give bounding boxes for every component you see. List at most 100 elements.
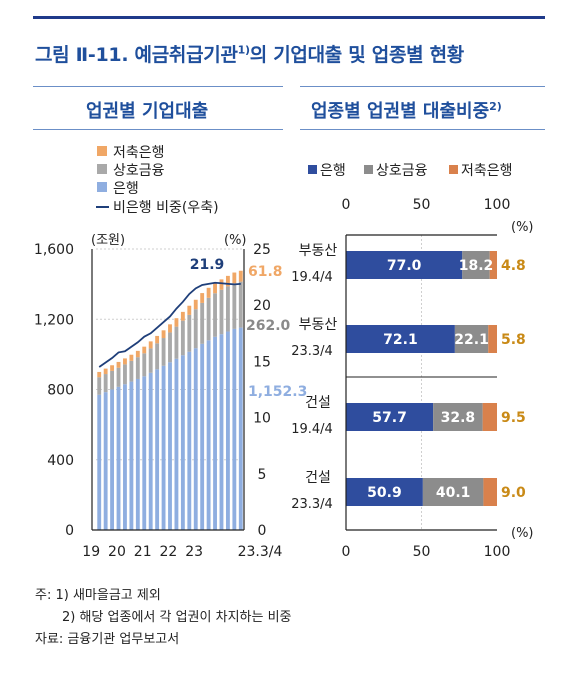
category-date-label: 23.3/4 bbox=[291, 497, 333, 512]
right-legend-label: 은행 bbox=[320, 163, 346, 179]
note-2: 2) 해당 업종에서 각 업권이 차지하는 비중 bbox=[62, 610, 292, 625]
bank-bar bbox=[225, 331, 230, 530]
bank-share-bar bbox=[346, 251, 463, 279]
savings-bar bbox=[193, 299, 198, 310]
right-bottom-xtick-label: 100 bbox=[484, 544, 511, 560]
savings-share-label: 4.8 bbox=[501, 258, 526, 274]
mutual-bar bbox=[168, 332, 172, 363]
right-panel-rule-top bbox=[300, 86, 545, 87]
bank-bar bbox=[148, 372, 153, 530]
mutual-bar bbox=[187, 314, 192, 352]
left-y2tick-label: 20 bbox=[253, 298, 271, 314]
savings-share-label: 5.8 bbox=[501, 332, 526, 348]
left-legend-swatch bbox=[97, 182, 107, 192]
bank-bar bbox=[187, 351, 192, 530]
left-y-unit: (조원) bbox=[91, 233, 125, 248]
left-panel-title: 업권별 기업대출 bbox=[86, 101, 209, 122]
savings-bar bbox=[180, 311, 185, 321]
mutual-share-label: 40.1 bbox=[436, 485, 471, 501]
left-panel-rule-top bbox=[33, 86, 283, 87]
left-xtick-label: 23 bbox=[185, 544, 203, 560]
left-ytick-label: 1,200 bbox=[34, 312, 74, 328]
left-ytick-label: 400 bbox=[47, 453, 74, 469]
bank-bar bbox=[116, 386, 121, 530]
mutual-bar bbox=[219, 289, 224, 335]
savings-share-bar bbox=[482, 403, 497, 431]
right-panel-title: 업종별 업권별 대출비중2) bbox=[311, 100, 502, 122]
savings-bar bbox=[200, 293, 205, 303]
left-y2tick-label: 0 bbox=[258, 523, 267, 539]
mutual-bar bbox=[135, 357, 140, 379]
left-legend-label: 저축은행 bbox=[113, 145, 165, 161]
savings-share-bar bbox=[488, 325, 497, 353]
bank-bar bbox=[168, 362, 172, 530]
bank-bar bbox=[219, 334, 224, 530]
mutual-bar bbox=[142, 353, 147, 377]
savings-bar bbox=[123, 358, 127, 365]
left-ytick-label: 1,600 bbox=[34, 242, 74, 258]
left-legend-label: 은행 bbox=[113, 181, 139, 197]
left-y2tick-label: 10 bbox=[253, 411, 271, 427]
savings-value-label: 61.8 bbox=[248, 264, 283, 280]
savings-share-label: 9.5 bbox=[501, 410, 526, 426]
savings-bar bbox=[97, 371, 102, 378]
savings-bar bbox=[161, 330, 166, 339]
savings-bar bbox=[103, 368, 108, 375]
bank-bar bbox=[193, 348, 198, 530]
mutual-bar bbox=[232, 283, 237, 329]
left-y2-unit: (%) bbox=[224, 233, 247, 248]
savings-bar bbox=[148, 341, 153, 349]
mutual-bar bbox=[206, 297, 211, 341]
mutual-share-bar bbox=[462, 251, 490, 279]
mutual-bar bbox=[110, 370, 115, 390]
savings-bar bbox=[238, 270, 243, 282]
mutual-value-label: 262.0 bbox=[246, 318, 291, 334]
bank-bar bbox=[103, 392, 108, 530]
right-legend-swatch bbox=[364, 165, 373, 174]
savings-bar bbox=[129, 354, 134, 361]
savings-bar bbox=[168, 324, 172, 333]
savings-bar bbox=[225, 275, 230, 287]
left-legend-label: 상호금융 bbox=[113, 163, 165, 179]
mutual-share-bar bbox=[433, 403, 483, 431]
mutual-bar bbox=[155, 343, 160, 370]
category-date-label: 19.4/4 bbox=[291, 270, 333, 285]
mutual-bar bbox=[238, 281, 243, 328]
left-y2tick-label: 5 bbox=[258, 467, 267, 483]
mutual-bar bbox=[129, 360, 134, 382]
left-y2tick-label: 15 bbox=[253, 354, 271, 370]
left-xtick-label: 22 bbox=[160, 544, 178, 560]
right-top-xtick-label: 50 bbox=[413, 197, 431, 213]
bank-share-bar bbox=[346, 325, 455, 353]
mutual-bar bbox=[123, 364, 127, 385]
left-xtick-label: 19 bbox=[82, 544, 100, 560]
savings-bar bbox=[135, 350, 140, 358]
right-legend-label: 상호금융 bbox=[376, 163, 428, 179]
mutual-bar bbox=[213, 293, 217, 337]
right-legend-swatch bbox=[449, 165, 458, 174]
savings-bar bbox=[116, 361, 121, 368]
right-legend-label: 저축은행 bbox=[461, 163, 513, 179]
bank-bar bbox=[200, 343, 205, 530]
left-legend-label: 비은행 비중(우축) bbox=[113, 200, 219, 216]
category-name-label: 부동산 bbox=[299, 317, 338, 333]
savings-share-bar bbox=[483, 478, 497, 506]
right-x-unit-bottom: (%) bbox=[511, 526, 534, 541]
ratio-line bbox=[98, 281, 241, 368]
mutual-bar bbox=[103, 374, 108, 393]
right-x-unit-top: (%) bbox=[511, 220, 534, 235]
bank-bar bbox=[238, 327, 243, 530]
bank-share-bar bbox=[346, 478, 423, 506]
bank-bar bbox=[110, 389, 115, 530]
mutual-bar bbox=[148, 348, 153, 373]
category-date-label: 23.3/4 bbox=[291, 344, 333, 359]
mutual-bar bbox=[161, 338, 166, 366]
bank-bar bbox=[232, 328, 237, 530]
mutual-share-label: 32.8 bbox=[441, 410, 476, 426]
mutual-bar bbox=[180, 320, 185, 356]
category-name-label: 건설 bbox=[305, 395, 331, 411]
mutual-share-bar bbox=[422, 478, 484, 506]
left-ytick-label: 0 bbox=[65, 523, 74, 539]
left-legend-swatch bbox=[97, 164, 107, 174]
